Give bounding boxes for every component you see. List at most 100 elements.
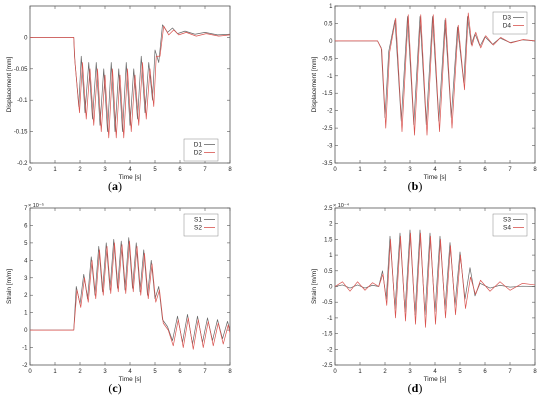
- y-tick-label: -3: [327, 144, 333, 150]
- x-tick-label: 2: [383, 369, 387, 375]
- y-tick-label: 5: [24, 241, 28, 247]
- x-tick-label: 1: [358, 369, 362, 375]
- y-axis-label: Displacement [mm]: [311, 56, 318, 112]
- y-tick-label: 0.5: [324, 269, 333, 275]
- x-tick-label: 8: [533, 167, 537, 173]
- legend-label-d3: D3: [503, 15, 512, 22]
- x-tick-label: 7: [203, 167, 207, 173]
- x-axis-label: Time [s]: [424, 174, 447, 181]
- y-tick-label: 4: [24, 258, 28, 264]
- panel-caption-b: (b): [408, 179, 423, 193]
- y-axis-label: Strain [m/m]: [311, 269, 318, 304]
- x-tick-label: 5: [458, 369, 462, 375]
- x-tick-label: 1: [53, 167, 57, 173]
- legend-label-s1: S1: [194, 217, 202, 224]
- x-axis-label: Time [s]: [424, 376, 447, 383]
- series-line-s4: [335, 232, 535, 328]
- y-axis-exponent: × 10⁻⁵: [28, 202, 44, 209]
- panel-caption-d: (d): [408, 381, 423, 395]
- y-tick-label: 1: [329, 4, 333, 10]
- x-tick-label: 3: [408, 369, 412, 375]
- x-tick-label: 2: [78, 167, 82, 173]
- legend-label-s4: S4: [503, 225, 511, 232]
- y-tick-label: 2: [329, 222, 333, 228]
- y-tick-label: -0.1: [17, 98, 28, 104]
- x-axis-label: Time [s]: [119, 376, 142, 383]
- x-tick-label: 3: [103, 167, 107, 173]
- legend-label-d4: D4: [503, 23, 512, 30]
- chart-panel-a: 0 1 2 3 4 5 6 7 8 -0.2 -0.15 -0.1 -0.05 0 Time [s] Disp…: [6, 5, 232, 193]
- x-tick-label: 6: [483, 369, 487, 375]
- y-tick-label: -1.5: [322, 91, 333, 97]
- y-tick-label: -2.5: [322, 126, 333, 132]
- x-tick-label: 5: [153, 369, 157, 375]
- y-tick-label: 6: [24, 223, 28, 229]
- x-tick-label: 4: [128, 167, 132, 173]
- x-tick-label: 4: [433, 167, 437, 173]
- y-tick-label: -1.5: [322, 332, 333, 338]
- plot-frame: [29, 5, 231, 164]
- y-tick-label: -2.5: [322, 363, 333, 369]
- y-tick-label: 0: [329, 285, 333, 291]
- x-axis-label: Time [s]: [119, 174, 142, 181]
- x-tick-label: 8: [228, 167, 232, 173]
- y-tick-label: -0.2: [17, 161, 28, 167]
- y-tick-label: 0.5: [324, 21, 333, 27]
- y-tick-label: 1: [24, 311, 28, 317]
- x-tick-label: 7: [203, 369, 207, 375]
- y-tick-label: 0: [24, 328, 28, 334]
- legend-label-s2: S2: [194, 225, 202, 232]
- x-tick-label: 7: [508, 167, 512, 173]
- series-line-d3: [335, 16, 535, 125]
- y-tick-label: -1: [22, 346, 28, 352]
- y-tick-label: -2: [327, 109, 333, 115]
- panel-caption-a: (a): [108, 179, 122, 193]
- y-tick-label: -3.5: [322, 161, 333, 167]
- y-axis-label: Strain [m/m]: [6, 269, 13, 304]
- y-tick-label: -2: [22, 363, 28, 369]
- x-tick-label: 3: [408, 167, 412, 173]
- y-tick-label: 0: [24, 35, 28, 41]
- y-tick-label: 3: [24, 276, 28, 282]
- x-tick-label: 3: [103, 369, 107, 375]
- series-line-d4: [335, 12, 535, 136]
- legend-label-d1: D1: [194, 142, 203, 149]
- y-axis-label: Displacement [mm]: [6, 56, 13, 112]
- x-tick-label: 2: [78, 369, 82, 375]
- x-tick-label: 5: [458, 167, 462, 173]
- x-tick-label: 5: [153, 167, 157, 173]
- y-tick-label: -0.5: [322, 300, 333, 306]
- series-line-s2: [30, 240, 230, 350]
- y-tick-label: 1.5: [324, 237, 333, 243]
- x-tick-label: 6: [178, 167, 182, 173]
- panel-caption-c: (c): [108, 381, 121, 395]
- legend-label-s3: S3: [503, 217, 511, 224]
- legend-label-d2: D2: [194, 150, 203, 157]
- y-tick-label: 2: [24, 293, 28, 299]
- x-tick-label: 4: [128, 369, 132, 375]
- chart-panel-d: 0 1 2 3 4 5 6 7 8 -2.5 -2 -1.5 -1 -0.5 0 0.5 1 1.5 2 2.5 × 1…: [311, 202, 537, 395]
- y-tick-label: 0: [329, 39, 333, 45]
- x-tick-label: 0: [333, 167, 337, 173]
- x-tick-label: 1: [358, 167, 362, 173]
- x-tick-label: 1: [53, 369, 57, 375]
- x-tick-label: 7: [508, 369, 512, 375]
- y-axis-exponent: × 10⁻⁴: [333, 202, 350, 209]
- y-tick-label: -0.05: [14, 67, 28, 73]
- y-tick-label: 1: [329, 253, 333, 259]
- y-tick-label: -0.15: [14, 130, 28, 136]
- x-tick-label: 6: [483, 167, 487, 173]
- y-tick-label: 7: [24, 206, 28, 212]
- y-tick-label: -0.5: [322, 56, 333, 62]
- x-tick-label: 0: [28, 167, 32, 173]
- x-tick-label: 0: [333, 369, 337, 375]
- y-tick-label: -1: [327, 74, 333, 80]
- x-tick-label: 8: [228, 369, 232, 375]
- y-tick-label: -1: [327, 316, 333, 322]
- chart-panel-b: 0 1 2 3 4 5 6 7 8 -3.5 -3 -2.5 -2 -1.5 -1 -0.5 0 0.5 1 Time…: [311, 4, 537, 193]
- series-line-d2: [30, 25, 230, 139]
- x-tick-label: 8: [533, 369, 537, 375]
- x-tick-label: 2: [383, 167, 387, 173]
